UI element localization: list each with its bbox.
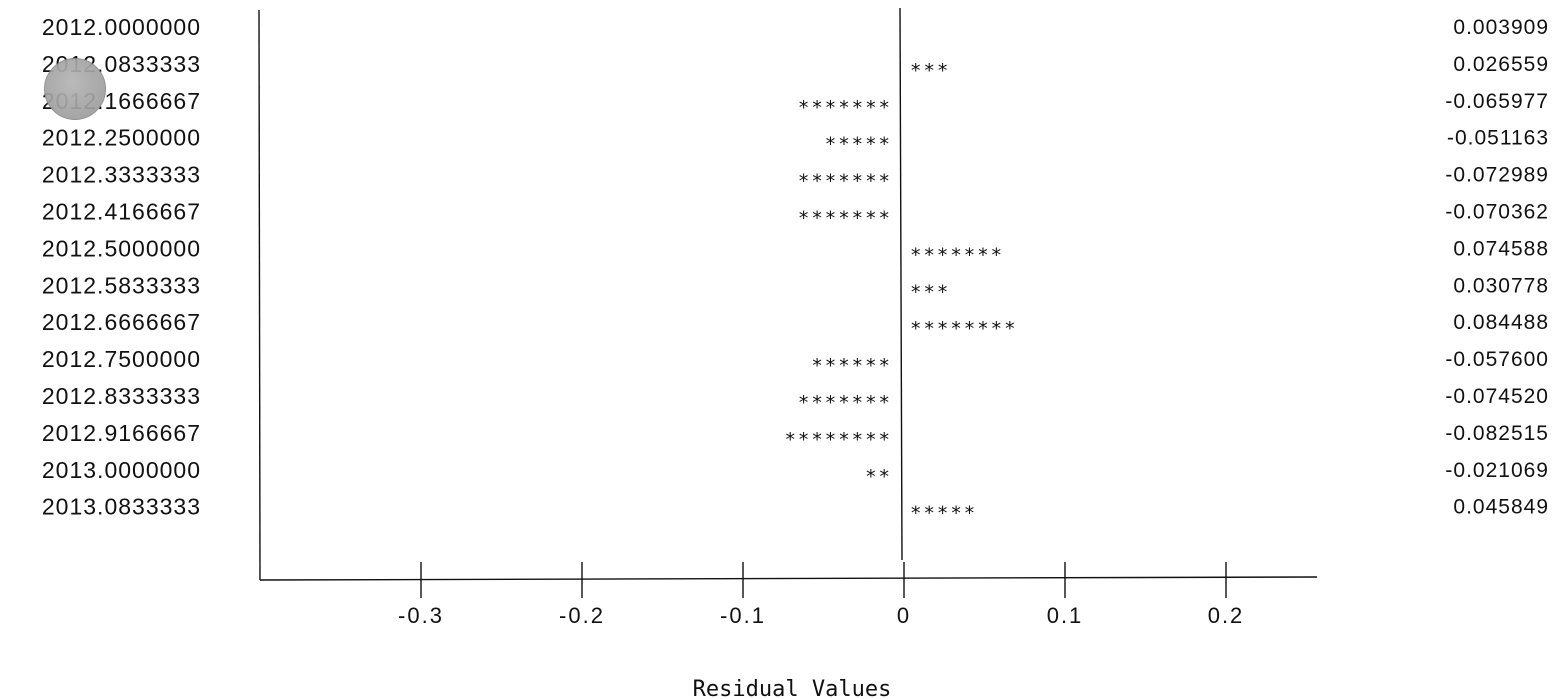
row-residual-value: -0.074520 <box>1445 385 1549 408</box>
residual-star-bar: ******** <box>784 429 892 451</box>
row-date-label: 2012.8333333 <box>42 383 201 409</box>
row-residual-value: 0.074588 <box>1453 237 1549 260</box>
residual-row: 2012.7500000 ****** -0.057600 <box>42 346 1549 377</box>
residual-star-bar: ******* <box>798 171 892 193</box>
x-tick-label: 0.2 <box>1208 603 1245 628</box>
row-residual-value: -0.082515 <box>1445 422 1549 445</box>
residual-star-bar: ***** <box>825 134 892 156</box>
residual-star-bar: ****** <box>811 355 892 377</box>
row-date-label: 2012.2500000 <box>42 125 201 151</box>
residual-row: 2013.0000000 ** -0.021069 <box>42 457 1549 488</box>
row-residual-value: -0.065977 <box>1445 90 1549 113</box>
row-residual-value: -0.072989 <box>1445 164 1549 187</box>
row-date-label: 2012.9166667 <box>42 420 201 446</box>
residual-star-bar: ******* <box>798 208 892 230</box>
x-tick-label: 0 <box>897 603 911 628</box>
row-date-label: 2012.5833333 <box>42 272 201 298</box>
residual-row: 2012.9166667 ******** -0.082515 <box>42 420 1549 451</box>
residual-row: 2012.3333333 ******* -0.072989 <box>42 162 1549 193</box>
row-date-label: 2012.5000000 <box>42 235 201 261</box>
residual-row: 2012.0000000 0.003909 <box>42 14 1549 40</box>
residual-row: 2012.4166667 ******* -0.070362 <box>42 199 1549 230</box>
x-axis-line <box>259 576 1318 581</box>
residual-row: 2012.6666667 ******** 0.084488 <box>42 309 1549 340</box>
left-axis-line <box>258 9 261 581</box>
row-residual-value: 0.030778 <box>1453 274 1549 297</box>
row-date-label: 2013.0000000 <box>42 457 201 483</box>
residual-row: 2013.0833333 ***** 0.045849 <box>42 494 1549 525</box>
residual-star-bar: *** <box>910 60 950 82</box>
x-axis-label: Residual Values <box>693 677 892 699</box>
x-axis-ticks: -0.3 -0.2 -0.1 0 0.1 0.2 <box>398 562 1245 628</box>
row-residual-value: -0.057600 <box>1445 348 1549 371</box>
residual-star-bar: ******* <box>798 97 892 119</box>
row-residual-value: 0.003909 <box>1453 16 1549 39</box>
x-tick-label: -0.1 <box>720 603 766 628</box>
residual-star-bar: ** <box>865 466 892 488</box>
row-residual-value: 0.026559 <box>1453 53 1549 76</box>
residual-row: 2012.8333333 ******* -0.074520 <box>42 383 1549 414</box>
row-date-label: 2012.0000000 <box>42 14 201 40</box>
residual-star-bar: ******** <box>910 318 1018 340</box>
residual-row: 2012.5833333 *** 0.030778 <box>42 272 1549 303</box>
zero-reference-line <box>899 7 903 561</box>
row-residual-value: -0.070362 <box>1445 201 1549 224</box>
residual-row: 2012.0833333 *** 0.026559 <box>42 51 1549 82</box>
row-date-label: 2012.7500000 <box>42 346 201 372</box>
residual-row: 2012.1666667 ******* -0.065977 <box>42 88 1549 119</box>
x-tick-label: -0.3 <box>398 603 444 628</box>
row-residual-value: -0.051163 <box>1447 127 1549 150</box>
residual-star-bar: ******* <box>798 392 892 414</box>
chart-frame <box>258 7 1318 581</box>
residual-star-bar: ***** <box>910 503 977 525</box>
residual-star-bar: ******* <box>910 244 1004 266</box>
row-date-label: 2013.0833333 <box>42 494 201 520</box>
row-residual-value: 0.084488 <box>1453 311 1549 334</box>
row-date-label: 2012.3333333 <box>42 162 201 188</box>
row-residual-value: 0.045849 <box>1453 496 1549 519</box>
residual-star-bar: *** <box>910 281 950 303</box>
residual-row: 2012.5000000 ******* 0.074588 <box>42 235 1549 266</box>
row-residual-value: -0.021069 <box>1445 459 1549 482</box>
row-date-label: 2012.6666667 <box>42 309 201 335</box>
cursor-indicator <box>44 58 106 120</box>
x-tick-label: -0.2 <box>559 603 605 628</box>
x-tick-label: 0.1 <box>1047 603 1084 628</box>
residual-row: 2012.2500000 ***** -0.051163 <box>42 125 1549 156</box>
row-date-label: 2012.4166667 <box>42 199 201 225</box>
